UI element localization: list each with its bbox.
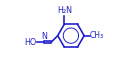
Text: HO: HO: [25, 38, 37, 47]
Text: H₂N: H₂N: [57, 6, 72, 15]
Text: N: N: [41, 32, 47, 41]
Text: CH₃: CH₃: [90, 31, 104, 40]
